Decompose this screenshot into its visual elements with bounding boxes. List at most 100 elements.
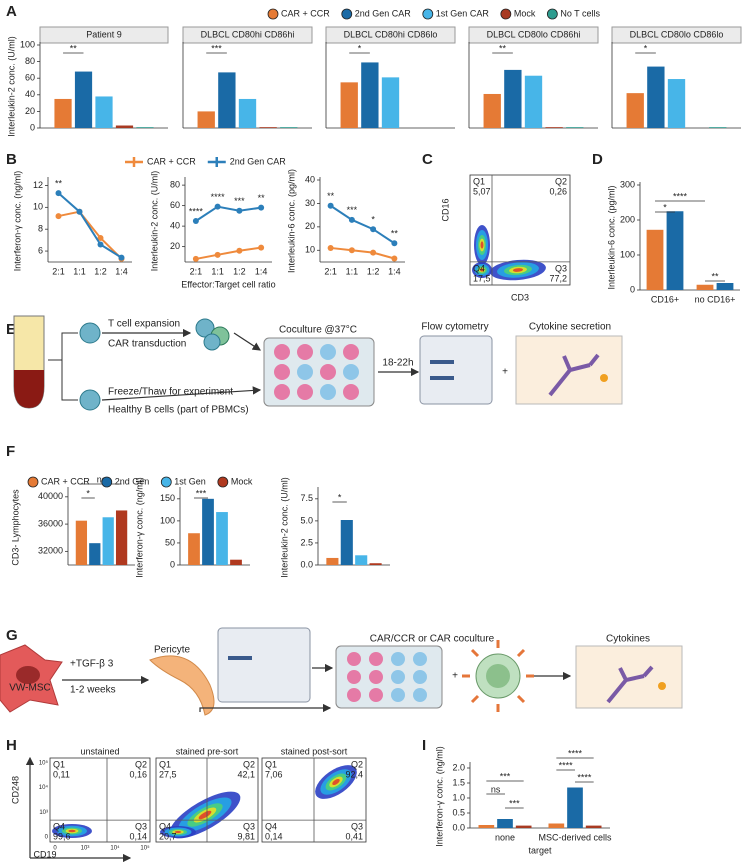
- panel-label: F: [6, 443, 15, 460]
- bar: [567, 787, 583, 828]
- y-tick-label: 300: [620, 179, 635, 189]
- quadrant-value: 0,11: [53, 769, 70, 779]
- bar: [115, 510, 128, 565]
- y-tick-label: 0: [45, 835, 49, 841]
- x-tick-label: 1:2: [94, 266, 107, 276]
- x-tick-label: MSC-derived cells: [538, 832, 612, 842]
- panel-label: A: [6, 3, 17, 20]
- y-tick-label: 5.0: [300, 515, 313, 525]
- panel-label: C: [422, 151, 433, 168]
- bar: [326, 557, 339, 565]
- bar: [216, 512, 228, 565]
- facet-title: Patient 9: [86, 29, 122, 39]
- significance-label: ***: [347, 205, 358, 215]
- significance-label: **: [258, 193, 266, 203]
- legend-swatch: [160, 476, 172, 488]
- quadrant-name: Q4: [473, 263, 485, 273]
- bar: [647, 66, 665, 128]
- panel-label: E: [6, 321, 16, 338]
- nucleus: [16, 666, 40, 684]
- panel-label: G: [6, 627, 18, 644]
- y-tick-label: 20: [170, 241, 180, 251]
- facet-title: DLBCL CD80lo CD86lo: [630, 29, 724, 39]
- legend-label: Mock: [514, 8, 536, 18]
- x-tick-label: 1:4: [115, 266, 128, 276]
- y-tick-label: 40: [305, 174, 315, 184]
- y-tick-label: 1.5: [452, 777, 465, 787]
- bar: [381, 77, 400, 128]
- significance-label: **: [711, 271, 719, 281]
- quadrant-name: Q4: [53, 822, 65, 832]
- quadrant-value: 42,1: [237, 769, 255, 779]
- point: [55, 213, 62, 220]
- significance-label: ****: [559, 760, 574, 770]
- y-tick-label: 60: [170, 200, 180, 210]
- step-label: 1-2 weeks: [70, 685, 116, 696]
- significance-label: ***: [500, 771, 511, 781]
- flow-title: stained post-sort: [281, 746, 348, 756]
- quadrant-value: 77,2: [549, 273, 567, 283]
- bar: [230, 559, 242, 565]
- point: [327, 244, 334, 251]
- y-tick-label: 6: [38, 245, 43, 255]
- bar: [696, 284, 714, 290]
- y-tick-label: 0.0: [300, 559, 313, 569]
- x-tick-label: 0: [53, 846, 57, 852]
- significance-label: **: [499, 43, 507, 53]
- x-axis-label: Effector:Target cell ratio: [181, 279, 275, 289]
- quadrant-name: Q3: [351, 822, 363, 832]
- legend-swatch: [217, 476, 229, 488]
- series-line: [330, 246, 395, 260]
- point: [214, 251, 221, 258]
- significance-label: ****: [577, 772, 592, 782]
- series-line: [195, 246, 262, 260]
- density: [174, 830, 182, 834]
- wells: [347, 652, 427, 702]
- x-tick-label: CD16+: [651, 294, 679, 304]
- bar: [89, 543, 101, 565]
- y-axis-label: Interferon-γ conc. (ng/ml): [134, 477, 144, 578]
- step-label: 18-22h: [382, 358, 413, 369]
- series-line: [57, 192, 123, 259]
- step-label: Pericyte: [154, 645, 191, 656]
- legend-swatch: [267, 8, 279, 20]
- point: [348, 247, 355, 254]
- bar: [75, 520, 88, 565]
- bar: [548, 823, 565, 828]
- y-tick-label: 10: [305, 245, 315, 255]
- x-tick-label: 10³: [81, 846, 90, 852]
- panel-label: I: [422, 737, 426, 754]
- point: [370, 226, 377, 233]
- y-tick-label: 36000: [38, 518, 63, 528]
- significance-label: ***: [234, 196, 245, 206]
- significance-label: ****: [673, 191, 688, 201]
- y-tick-label: 0: [630, 284, 635, 294]
- quadrant-value: 17,5: [473, 273, 491, 283]
- y-tick-label: 10: [33, 202, 43, 212]
- step-label: CAR transduction: [108, 339, 186, 350]
- y-tick-label: 10⁴: [39, 784, 49, 791]
- split-arrow: [48, 332, 78, 401]
- arrow: [233, 332, 262, 351]
- bar: [524, 75, 543, 128]
- quadrant-name: Q1: [473, 176, 485, 186]
- point: [214, 203, 221, 210]
- quadrant-name: Q4: [265, 822, 277, 832]
- significance-label: ****: [211, 192, 226, 202]
- x-tick-label: no CD16+: [695, 294, 736, 304]
- y-tick-label: 10³: [39, 810, 48, 816]
- y-tick-label: 20: [25, 106, 35, 116]
- arrow: [101, 386, 262, 401]
- bar: [545, 127, 563, 128]
- significance-label: ***: [196, 488, 207, 498]
- density: [332, 778, 340, 786]
- t-cell: [79, 322, 101, 344]
- facet-strip: [39, 26, 169, 44]
- x-axis-label: target: [528, 845, 552, 855]
- y-tick-label: 40000: [38, 491, 63, 501]
- quadrant-value: 0,14: [265, 832, 283, 842]
- legend-swatch: [500, 8, 512, 20]
- significance-label: **: [55, 178, 63, 188]
- legend-label: 1st Gen CAR: [436, 8, 490, 18]
- point: [391, 240, 398, 247]
